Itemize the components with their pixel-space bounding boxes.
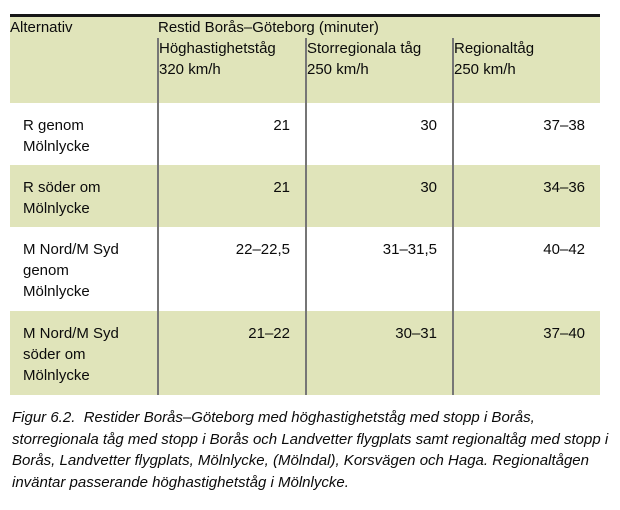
cell-value: 30–31: [305, 311, 453, 395]
cell-value: 22–22,5: [157, 227, 306, 311]
table-row: R genom Mölnlycke 21 30 37–38: [10, 103, 601, 165]
table-row: M Nord/M Syd söder om Mölnlycke 21–22 30…: [10, 311, 601, 395]
cell-value: 40–42: [451, 227, 601, 311]
table-subheader-row: Höghastighetståg 320 km/h Storregionala …: [10, 38, 601, 103]
figure-caption: Figur 6.2. Restider Borås–Göteborg med h…: [12, 409, 613, 491]
row-label-m-nord-syd-soder-om: M Nord/M Syd söder om Mölnlycke: [10, 311, 158, 395]
column-header-alternativ: Alternativ: [10, 15, 158, 103]
cell-value: 37–38: [451, 103, 601, 165]
row-label-r-genom: R genom Mölnlycke: [23, 117, 90, 155]
row-label-r-soder-om: R söder om Mölnlycke: [10, 165, 158, 227]
table-row: R söder om Mölnlycke 21 30 34–36: [10, 165, 601, 227]
cell-value: 21: [157, 165, 306, 227]
cell-value: 30: [305, 103, 453, 165]
column-header-regionaltag: Regionaltåg 250 km/h: [451, 38, 601, 103]
cell-value: 34–36: [451, 165, 601, 227]
cell-value: 21: [157, 103, 306, 165]
column-header-storregionala-tag: Storregionala tåg 250 km/h: [305, 38, 453, 103]
table-row: M Nord/M Syd genom Mölnlycke 22–22,5 31–…: [10, 227, 601, 311]
row-label-m-nord-syd-genom: M Nord/M Syd genom Mölnlycke: [23, 241, 119, 300]
group-header-restid: Restid Borås–Göteborg (minuter): [158, 15, 601, 38]
cell-value: 31–31,5: [305, 227, 453, 311]
cell-value: 37–40: [451, 311, 601, 395]
table-header-row: Alternativ Restid Borås–Göteborg (minute…: [10, 15, 601, 103]
column-header-hoghastighetstag: Höghastighetståg 320 km/h: [157, 38, 306, 103]
cell-value: 21–22: [157, 311, 306, 395]
travel-time-table: Alternativ Restid Borås–Göteborg (minute…: [10, 14, 601, 395]
cell-value: 30: [305, 165, 453, 227]
